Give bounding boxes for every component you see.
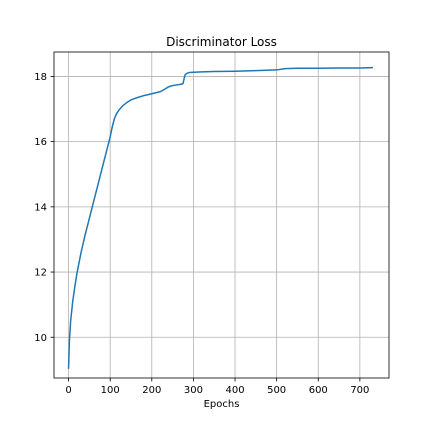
x-tick-label: 500 (267, 385, 286, 396)
x-axis-label: Epochs (204, 399, 240, 410)
ticks: 0 100 200 300 400 500 600 700 10 12 14 16 18 (34, 72, 369, 396)
y-tick-label: 16 (34, 137, 47, 148)
chart-title: Discriminator Loss (166, 35, 277, 49)
x-tick-label: 200 (142, 385, 161, 396)
grid (54, 52, 389, 378)
x-tick-label: 400 (225, 385, 244, 396)
x-tick-label: 100 (101, 385, 120, 396)
y-tick-label: 14 (34, 202, 47, 213)
plot-frame (53, 51, 390, 379)
y-tick-label: 12 (34, 268, 47, 279)
x-tick-label: 300 (184, 385, 203, 396)
y-tick-label: 10 (34, 333, 47, 344)
y-tick-label: 18 (34, 72, 47, 83)
x-tick-label: 600 (309, 385, 328, 396)
x-tick-label: 0 (65, 385, 71, 396)
x-tick-label: 700 (350, 385, 369, 396)
series-line-0 (67, 66, 374, 369)
